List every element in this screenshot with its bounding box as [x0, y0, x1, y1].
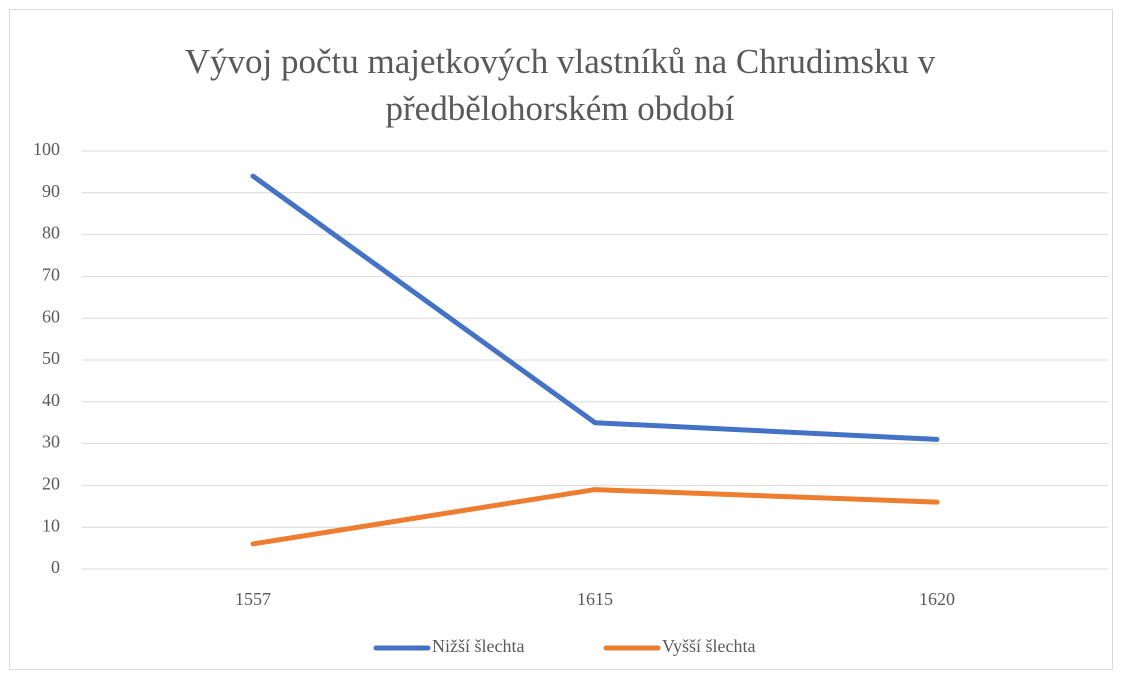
- y-tick-label: 10: [42, 515, 60, 535]
- x-tick-label: 1557: [235, 589, 271, 609]
- y-tick-label: 0: [51, 557, 60, 577]
- line-series: [250, 487, 940, 547]
- y-tick-label: 30: [42, 432, 60, 452]
- line-series: [250, 173, 940, 442]
- y-tick-label: 20: [42, 474, 60, 494]
- y-tick-label: 90: [42, 181, 60, 201]
- x-tick-label: 1615: [577, 589, 613, 609]
- y-tick-label: 50: [42, 348, 60, 368]
- chart-border: [9, 9, 1113, 670]
- y-tick-label: 40: [42, 390, 60, 410]
- y-tick-label: 100: [33, 139, 60, 159]
- legend-label: Nižší šlechta: [432, 636, 524, 656]
- y-tick-label: 60: [42, 306, 60, 326]
- x-tick-label: 1620: [919, 589, 955, 609]
- y-tick-label: 70: [42, 265, 60, 285]
- y-tick-label: 80: [42, 223, 60, 243]
- chart-title: Vývoj počtu majetkových vlastníků na Chr…: [184, 42, 936, 128]
- legend-label: Vyšší šlechta: [662, 636, 756, 656]
